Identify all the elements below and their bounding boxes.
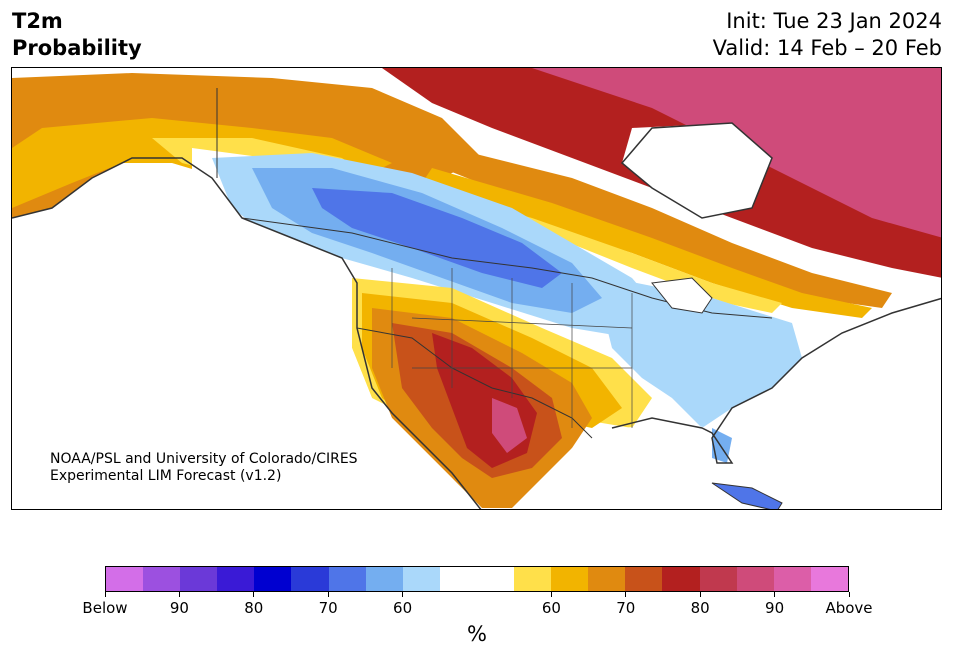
credit-line-2: Experimental LIM Forecast (v1.2) (50, 468, 282, 484)
colorbar-tick-mark (327, 592, 329, 597)
map-canvas (12, 68, 941, 509)
colorbar-tick-label: 70 (318, 599, 338, 617)
sw-magenta (492, 398, 527, 453)
valid-range: Valid: 14 Feb – 20 Feb (712, 36, 942, 60)
coastline-east (611, 297, 941, 464)
colorbar-tick-label: 60 (393, 599, 413, 617)
colorbar-unit: % (467, 622, 487, 646)
colorbar-tick-label: 80 (244, 599, 264, 617)
colorbar-segment (402, 567, 440, 591)
colorbar-tick-mark (625, 592, 627, 597)
colorbar-segment (291, 567, 329, 591)
cuba (711, 482, 783, 509)
colorbar-segment (143, 567, 181, 591)
colorbar (105, 566, 849, 592)
colorbar-tick-mark (253, 592, 255, 597)
colorbar-segment (662, 567, 700, 591)
colorbar-segment (514, 567, 552, 591)
gulf-mask (533, 423, 712, 509)
colorbar-tick-label: 80 (690, 599, 710, 617)
colorbar-tick-label: 90 (169, 599, 189, 617)
colorbar-segment (773, 567, 811, 591)
colorbar-segment (699, 567, 737, 591)
colorbar-segment (180, 567, 218, 591)
east-lightblue (602, 278, 802, 428)
cold-darkblue (312, 188, 562, 288)
coastline-west (12, 157, 482, 509)
pacific-mask (12, 178, 481, 509)
colorbar-segment (328, 567, 366, 591)
colorbar-segment (625, 567, 663, 591)
colorbar-tick-mark (178, 592, 180, 597)
canada-yellow-band (422, 168, 872, 318)
coastline-hudson (620, 122, 773, 219)
title-line-1: T2m (12, 9, 63, 33)
colorbar-tick-label: Below (82, 599, 128, 617)
colorbar-tick-mark (848, 592, 850, 597)
colorbar-segment (588, 567, 626, 591)
canada-orange-band (442, 148, 892, 308)
atlantic-mask (732, 308, 941, 509)
colorbar-segment (736, 567, 774, 591)
colorbar-tick-mark (774, 592, 776, 597)
colorbar-segment (810, 567, 848, 591)
map-title: T2m Probability (12, 8, 142, 62)
north-magenta-band (532, 68, 941, 238)
title-line-2: Probability (12, 36, 142, 60)
colorbar-tick-mark (402, 592, 404, 597)
colorbar-segment (439, 567, 477, 591)
colorbar-segment (106, 567, 144, 591)
hudson-water (622, 123, 772, 218)
colorbar-tick-label: 70 (616, 599, 636, 617)
colorbar-segment (551, 567, 589, 591)
colorbar-tick-label: 90 (765, 599, 785, 617)
colorbar-tick-mark (699, 592, 701, 597)
colorbar-tick-mark (104, 592, 106, 597)
credit-text: NOAA/PSL and University of Colorado/CIRE… (50, 451, 358, 485)
forecast-dates: Init: Tue 23 Jan 2024 Valid: 14 Feb – 20… (713, 8, 942, 62)
init-date: Init: Tue 23 Jan 2024 (726, 9, 942, 33)
colorbar-segment (217, 567, 255, 591)
colorbar-tick-label: Above (825, 599, 873, 617)
great-lakes (651, 277, 713, 314)
credit-line-1: NOAA/PSL and University of Colorado/CIRE… (50, 451, 358, 467)
colorbar-segment (365, 567, 403, 591)
colorbar-tick-mark (550, 592, 552, 597)
state-lines (391, 268, 633, 428)
colorbar-segment (254, 567, 292, 591)
probability-map: NOAA/PSL and University of Colorado/CIRE… (11, 67, 942, 510)
colorbar-tick-label: 60 (541, 599, 561, 617)
colorbar-segment (476, 567, 515, 591)
